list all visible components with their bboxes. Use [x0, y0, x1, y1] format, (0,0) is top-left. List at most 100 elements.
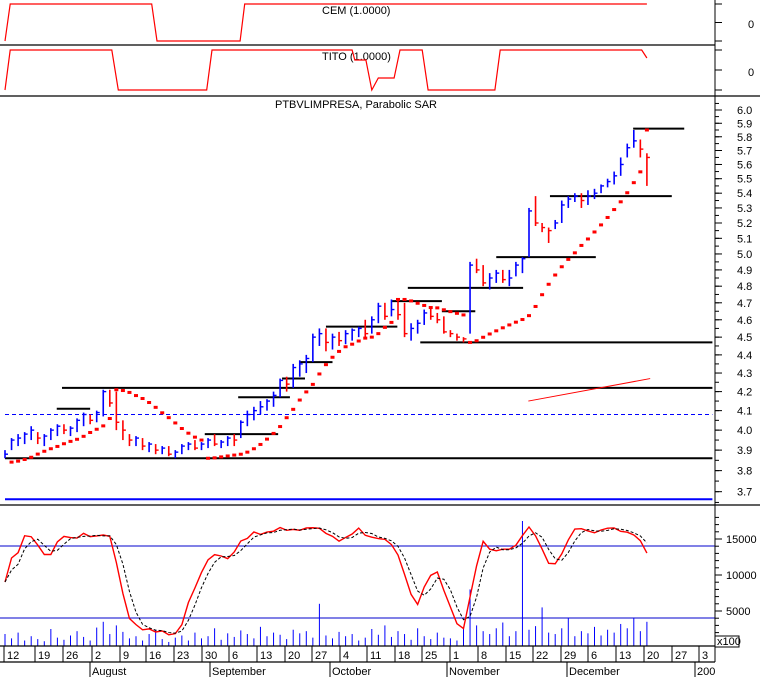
sar-dot — [638, 170, 643, 174]
sar-dot — [153, 405, 158, 409]
sar-dot — [192, 435, 197, 439]
tito-axis-zero: 0 — [748, 67, 754, 79]
sar-dot — [540, 293, 545, 297]
sar-dot — [487, 332, 492, 336]
stochastic-d-line — [4, 527, 648, 634]
sar-dot — [454, 311, 459, 315]
price-tick-label: 5.2 — [737, 218, 752, 230]
sar-dot — [396, 297, 400, 301]
sar-dot — [101, 424, 106, 428]
sar-dot — [147, 401, 152, 405]
date-tick-label: 18 — [398, 650, 410, 662]
volume-tick-label: 10000 — [726, 570, 757, 582]
stochastic-volume-panel: 15000 10000 5000 x100 — [0, 516, 757, 648]
sar-dot — [599, 223, 604, 227]
sar-dot — [415, 301, 420, 305]
sar-dot — [337, 349, 342, 353]
sar-dot — [22, 457, 27, 461]
price-tick-label: 4.0 — [737, 425, 752, 437]
sar-dot — [42, 449, 47, 453]
sar-dot — [507, 323, 512, 327]
sar-dot — [61, 442, 66, 446]
date-tick-label: 27 — [675, 650, 687, 662]
sar-dot — [55, 444, 60, 448]
price-tick-label: 5.4 — [737, 188, 752, 200]
price-tick-label: 4.4 — [737, 350, 752, 362]
sar-dot — [612, 208, 617, 212]
sar-dot — [75, 437, 80, 441]
date-tick-label: 2 — [95, 650, 101, 662]
date-tick-label: 6 — [232, 650, 238, 662]
sar-dot — [94, 427, 99, 431]
sar-dot — [238, 452, 243, 456]
date-tick-label: 15 — [509, 650, 521, 662]
sar-dot — [140, 397, 145, 401]
sar-dot — [88, 430, 93, 434]
cem-line — [4, 3, 647, 42]
price-tick-label: 5.1 — [737, 233, 752, 245]
sar-dot — [631, 181, 636, 185]
sar-dot — [566, 257, 571, 261]
date-tick-label: 16 — [149, 650, 161, 662]
sar-dot — [592, 230, 597, 234]
date-axis: 12 19 26 2 9 16 23 30 6 13 20 27 4 11 18 25 1 8 15 22 29 6 13 2… — [3, 646, 715, 678]
sar-dot — [527, 314, 531, 318]
sar-dot — [553, 273, 558, 277]
sar-dot — [572, 251, 577, 255]
sar-dot — [48, 447, 53, 451]
sar-dot — [389, 320, 394, 324]
sar-dot — [199, 438, 204, 442]
price-axis: 6.05.9 5.85.7 5.6 5.5 5.4 5.3 5.2 5.1 5.0 4.9 4.8 4… — [715, 102, 752, 503]
sar-dot — [343, 345, 348, 349]
price-tick-label: 5.5 — [737, 174, 752, 186]
sar-dot — [225, 454, 230, 458]
sar-dot — [461, 313, 466, 317]
sar-dot — [297, 398, 302, 402]
sar-dot — [605, 215, 610, 219]
month-label: October — [332, 666, 371, 677]
price-tick-label: 5.0 — [737, 249, 752, 261]
sar-dot — [422, 303, 427, 307]
date-tick-label: 13 — [260, 650, 272, 662]
sar-dot — [363, 336, 368, 340]
sar-dot — [382, 325, 387, 329]
sar-dot — [278, 425, 283, 429]
sar-dot — [81, 434, 86, 438]
chart-frame — [0, 0, 760, 663]
volume-unit-label: x100 — [717, 636, 741, 648]
sar-dot — [35, 452, 40, 456]
sar-dot — [251, 447, 256, 451]
cem-axis-zero: 0 — [748, 19, 754, 31]
sar-dot — [291, 407, 296, 411]
sar-dot — [304, 390, 309, 394]
sar-dot — [356, 339, 361, 343]
sar-dot — [350, 342, 355, 346]
sar-dot — [369, 335, 374, 339]
month-label: November — [449, 666, 500, 677]
sar-dot — [134, 394, 138, 398]
date-tick-label: 1 — [453, 650, 459, 662]
sar-dot — [409, 299, 414, 303]
date-tick-label: 20 — [647, 650, 659, 662]
sar-dot — [494, 329, 499, 333]
sar-dot — [232, 453, 237, 457]
date-tick-label: 9 — [123, 650, 129, 662]
sar-dot — [310, 382, 315, 386]
sar-dot — [376, 332, 381, 336]
sar-dot — [284, 416, 289, 420]
date-tick-label: 22 — [536, 650, 548, 662]
sar-dot — [402, 297, 407, 301]
date-tick-label: 8 — [481, 650, 487, 662]
sar-dot — [618, 200, 623, 204]
sar-dot — [317, 372, 322, 376]
sar-dot — [166, 416, 171, 420]
cem-indicator-panel: CEM (1.0000) 0 — [4, 3, 754, 42]
sar-dot — [323, 363, 328, 367]
sar-dot — [559, 265, 564, 269]
sar-dot — [579, 243, 584, 247]
price-tick-label: 3.9 — [737, 445, 752, 457]
sar-dot — [585, 237, 590, 241]
price-tick-label: 6.0 — [737, 105, 752, 117]
price-tick-label: 5.3 — [737, 203, 752, 215]
date-tick-label: 25 — [425, 650, 437, 662]
